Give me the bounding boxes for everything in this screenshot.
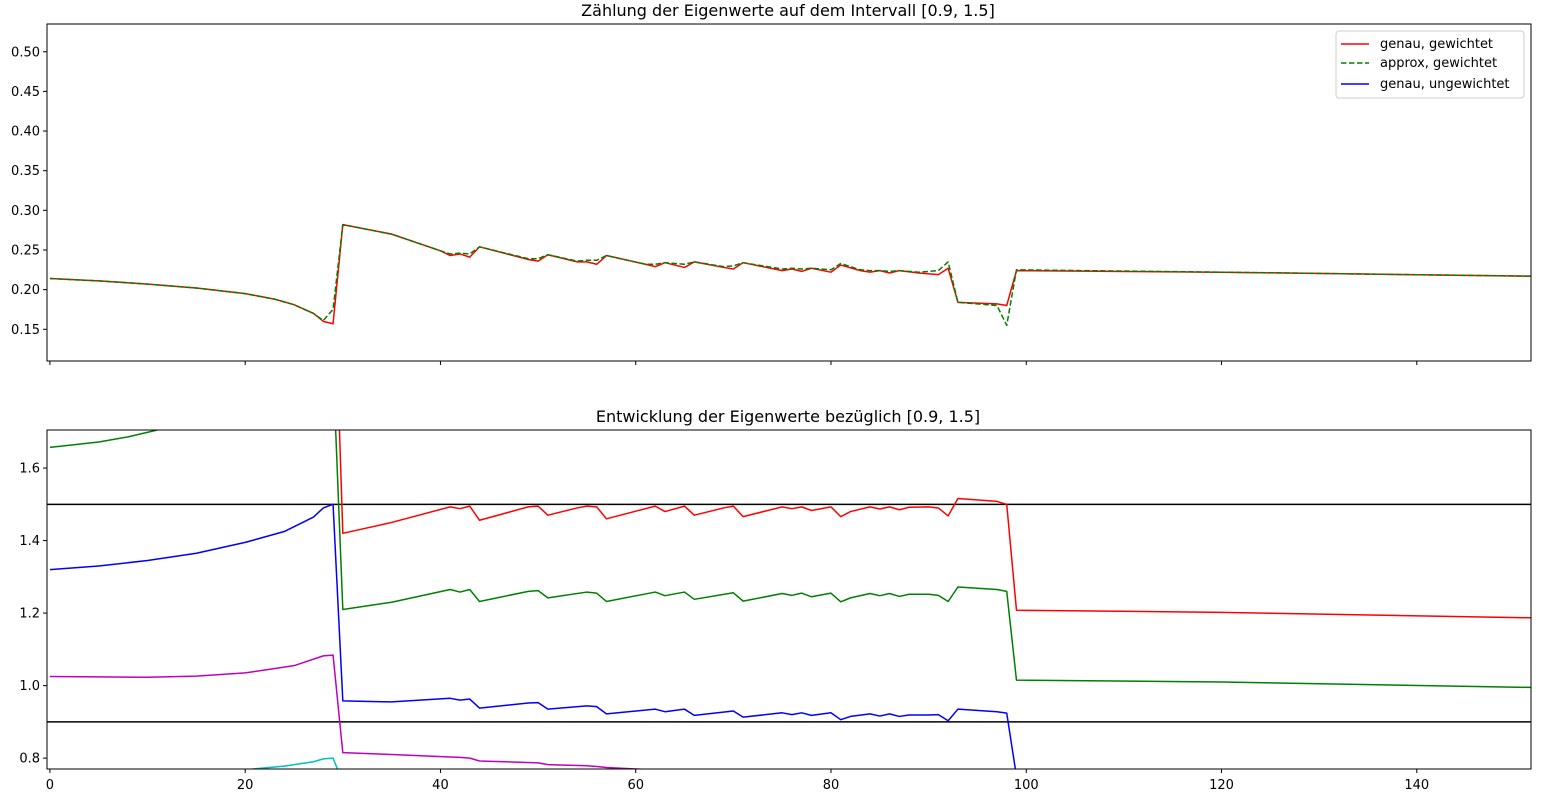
- bottom-series-line-0: [338, 430, 1531, 619]
- top-series-line-1: [49, 223, 1531, 327]
- chart-top-legend: genau, gewichtet approx, gewichtet genau…: [1335, 30, 1525, 99]
- top-ytick-label-5: 0.40: [11, 125, 40, 140]
- top-series-line-0: [49, 223, 1531, 325]
- bottom-series-line-2: [334, 430, 1531, 689]
- legend-label-genau-gewichtet: genau, gewichtet: [1380, 37, 1493, 52]
- top-ytick-label-6: 0.45: [11, 85, 40, 100]
- chart-top-title: Zählung der Eigenwerte auf dem Intervall…: [581, 1, 995, 20]
- chart-top-axes: 0.15 0.20 0.25 0.30 0.35 0.40 0.45 0.50: [11, 45, 1418, 365]
- bottom-ytick-label-2: 1.2: [19, 607, 40, 622]
- chart-bottom-frame: [46, 429, 1532, 770]
- legend-label-genau-ungewichtet: genau, ungewichtet: [1380, 77, 1510, 92]
- bottom-series-line-3: [49, 503, 1017, 769]
- top-ytick-label-3: 0.30: [11, 204, 40, 219]
- top-ytick-label-1: 0.20: [11, 283, 40, 298]
- bottom-xtick-label-1: 20: [237, 778, 254, 793]
- bottom-xtick-label-6: 120: [1209, 778, 1234, 793]
- bottom-xtick-label-3: 60: [627, 778, 644, 793]
- bottom-xtick-label-2: 40: [432, 778, 449, 793]
- bottom-ytick-label-0: 0.8: [19, 752, 40, 767]
- chart-bottom-axes: 0 20 40 60 80 100 120 140 0.8 1.0 1.2 1.4 1.6: [19, 462, 1429, 793]
- bottom-xtick-label-4: 80: [823, 778, 840, 793]
- bottom-xtick-label-0: 0: [46, 778, 54, 793]
- chart-bottom-series-group: [47, 430, 1531, 769]
- bottom-series-line-4: [49, 654, 656, 769]
- top-ytick-label-2: 0.25: [11, 243, 40, 258]
- legend-box: [1335, 30, 1525, 99]
- bottom-ytick-label-3: 1.4: [19, 534, 40, 549]
- top-ytick-label-0: 0.15: [11, 323, 40, 338]
- bottom-xtick-label-5: 100: [1014, 778, 1039, 793]
- chart-top-series-group: [49, 223, 1531, 327]
- legend-label-approx-gewichtet: approx, gewichtet: [1380, 56, 1497, 71]
- bottom-ytick-label-4: 1.6: [19, 462, 40, 477]
- bottom-ytick-label-1: 1.0: [19, 679, 40, 694]
- chart-top: Zählung der Eigenwerte auf dem Intervall…: [11, 1, 1532, 365]
- chart-bottom: Entwicklung der Eigenwerte bezüglich [0.…: [19, 407, 1532, 793]
- bottom-series-line-1: [49, 430, 158, 449]
- chart-bottom-title: Entwicklung der Eigenwerte bezüglich [0.…: [596, 407, 980, 426]
- bottom-xtick-label-7: 140: [1404, 778, 1429, 793]
- top-ytick-label-7: 0.50: [11, 45, 40, 60]
- chart-top-frame: [46, 23, 1532, 362]
- bottom-series-line-5: [244, 757, 339, 769]
- top-ytick-label-4: 0.35: [11, 164, 40, 179]
